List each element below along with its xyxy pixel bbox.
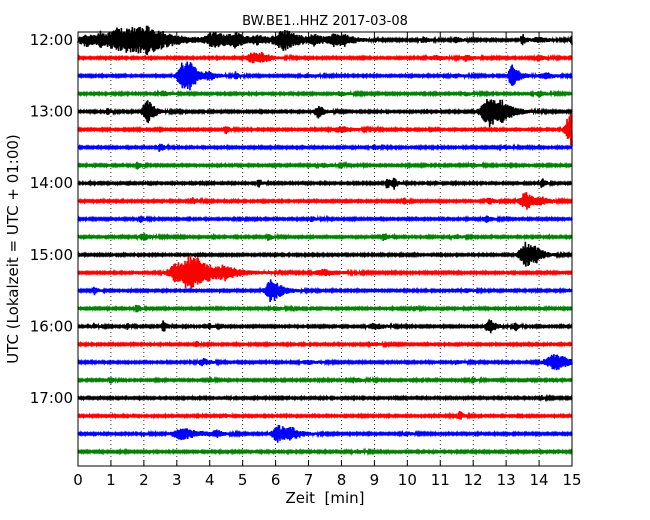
trace-1700 [77, 393, 573, 403]
y-tick-label: 16:00 [30, 317, 73, 335]
trace-1745 [77, 447, 573, 456]
y-tick-label: 14:00 [30, 174, 73, 192]
x-tick-label: 9 [370, 471, 380, 489]
trace-1315 [77, 113, 573, 147]
trace-1715 [77, 410, 573, 420]
y-axis-ticks: 12:00 13:00 14:00 15:00 16:00 17:00 [30, 31, 572, 407]
x-tick-label: 10 [398, 471, 417, 489]
y-tick-label: 13:00 [30, 103, 73, 121]
x-tick-label: 5 [238, 471, 248, 489]
trace-1600 [77, 319, 573, 334]
trace-1345 [77, 160, 573, 170]
x-tick-label: 11 [431, 471, 450, 489]
x-tick-label: 8 [337, 471, 347, 489]
trace-1515 [77, 255, 573, 289]
plot-frame [77, 31, 573, 467]
trace-1400 [77, 177, 573, 190]
trace-1630 [77, 354, 573, 371]
trace-1615 [77, 340, 573, 349]
trace-1215 [77, 52, 573, 64]
trace-1230 [77, 61, 573, 91]
chart-title: BW.BE1..HHZ 2017-03-08 [242, 14, 408, 29]
trace-1200 [77, 25, 573, 56]
x-tick-label: 1 [106, 471, 116, 489]
trace-1415 [77, 192, 573, 210]
x-tick-label: 0 [73, 471, 83, 489]
y-tick-label: 17:00 [30, 389, 73, 407]
y-tick-label: 12:00 [30, 31, 73, 49]
y-tick-label: 15:00 [30, 246, 73, 264]
x-tick-label: 3 [172, 471, 182, 489]
x-tick-label: 2 [139, 471, 149, 489]
trace-1245 [77, 89, 573, 99]
trace-1330 [77, 143, 573, 152]
x-axis-ticks: 0 1 2 3 4 5 6 7 8 9 10 11 12 13 14 15 [73, 32, 582, 489]
x-tick-label: 12 [464, 471, 483, 489]
x-tick-label: 14 [530, 471, 549, 489]
y-axis-label: UTC (Lokalzeit = UTC + 01:00) [4, 134, 22, 364]
x-tick-label: 15 [562, 471, 581, 489]
x-tick-label: 6 [271, 471, 281, 489]
trace-1730 [77, 424, 573, 443]
x-tick-label: 7 [304, 471, 314, 489]
trace-1445 [77, 232, 573, 242]
trace-1645 [77, 375, 573, 385]
x-tick-label: 4 [205, 471, 215, 489]
trace-1545 [77, 304, 573, 313]
trace-1530 [77, 279, 573, 303]
trace-lines [77, 25, 573, 456]
trace-1300 [77, 98, 573, 128]
x-axis-label: Zeit [min] [285, 489, 364, 507]
trace-1500 [77, 241, 573, 267]
trace-1430 [77, 214, 573, 224]
grid-lines [110, 32, 540, 466]
x-tick-label: 13 [497, 471, 516, 489]
